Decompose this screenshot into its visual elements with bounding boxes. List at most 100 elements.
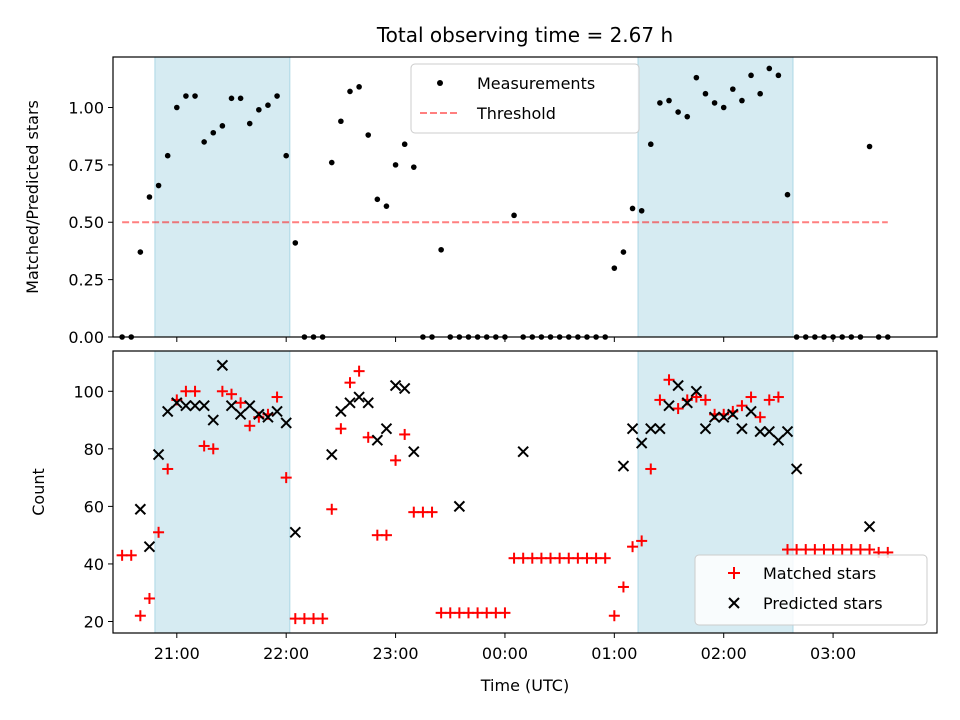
predicted-star-point [736, 422, 748, 435]
predicted-star-point [189, 399, 201, 412]
matched-star-point [672, 403, 684, 415]
measurement-point [256, 106, 262, 113]
measurement-point [383, 203, 390, 209]
legend-matched-marker [728, 567, 740, 579]
matched-star-point [663, 374, 675, 386]
y-tick-label: 40 [84, 555, 104, 574]
matched-star-point [189, 385, 201, 397]
measurement-point [775, 72, 782, 79]
predicted-star-point [681, 397, 693, 409]
x-tick-label: 02:00 [701, 644, 747, 663]
predicted-star-point [745, 405, 757, 418]
predicted-star-point [171, 397, 183, 409]
predicted-star-point [626, 422, 639, 435]
legend-threshold-label: Threshold [476, 104, 556, 123]
legend-measurements-marker [437, 80, 443, 86]
measurement-point [730, 86, 736, 92]
matched-star-point [636, 535, 648, 547]
predicted-star-point [161, 405, 174, 418]
matched-star-point [280, 472, 292, 484]
measurement-point [702, 90, 709, 97]
measurement-point [246, 120, 253, 127]
measurement-point [283, 152, 289, 159]
matched-star-point [745, 391, 757, 403]
matched-star-point [162, 463, 174, 475]
x-ticks-top [176, 337, 834, 342]
x-tick-label: 00:00 [482, 644, 528, 663]
predicted-star-point [253, 408, 265, 421]
measurement-point [174, 104, 180, 111]
y-tick-label: 20 [84, 612, 104, 631]
predicted-star-point [207, 414, 219, 426]
x-tick-label: 21:00 [154, 644, 200, 663]
x-tick-label: 01:00 [591, 644, 637, 663]
matched-star-point [645, 463, 657, 475]
matched-star-point [125, 549, 137, 561]
matched-star-point [390, 454, 402, 466]
measurement-point [748, 72, 754, 79]
predicted-star-point [699, 422, 712, 435]
matched-star-point [317, 613, 329, 625]
measurement-point [657, 100, 663, 106]
matched-star-point [617, 581, 629, 593]
predicted-star-point [335, 405, 347, 418]
x-ticks-bottom: 21:00 22:00 23:00 00:00 01:00 02:00 03:00 [154, 633, 856, 663]
bottom-panel: 20 40 60 80 100 21:00 22:00 23:00 00:00 01:00 02:… [29, 350, 938, 695]
measurement-point [237, 95, 244, 102]
matched-star-point [690, 391, 702, 403]
chart-title: Total observing time = 2.67 h [376, 23, 673, 47]
matched-star-point [271, 391, 283, 403]
predicted-star-point [708, 411, 721, 423]
matched-star-point [198, 440, 210, 452]
predicted-star-point [718, 411, 730, 423]
matched-star-point [864, 544, 876, 556]
measurement-point [265, 102, 271, 108]
measurement-point [192, 93, 198, 99]
measurement-point [365, 132, 372, 138]
measurement-point [356, 84, 362, 90]
matched-star-point [608, 610, 620, 622]
measurement-point [693, 74, 700, 81]
measurement-point [757, 90, 763, 97]
predicted-star-point [244, 399, 256, 412]
predicted-star-point [408, 446, 420, 458]
matched-star-point [335, 423, 347, 435]
predicted-star-point [635, 437, 648, 449]
measurement-point [392, 162, 399, 168]
predicted-star-point [727, 408, 739, 421]
y-tick-label: 1.00 [68, 98, 104, 117]
y-tick-label: 60 [84, 497, 104, 516]
predicted-star-point [289, 526, 302, 538]
matched-star-point [699, 394, 711, 406]
matched-star-point [134, 610, 146, 622]
predicted-star-point [362, 397, 374, 409]
legend-bottom-box [694, 554, 928, 626]
x-tick-label: 03:00 [810, 644, 856, 663]
predicted-star-point [380, 422, 393, 435]
matched-star-point [754, 411, 766, 423]
matched-star-point [380, 529, 392, 541]
measurement-point [219, 123, 226, 129]
matched-star-point [225, 388, 237, 400]
predicted-star-point [326, 448, 338, 461]
predicted-star-point [389, 379, 402, 392]
x-tick-label: 22:00 [263, 644, 309, 663]
matched-star-point [654, 394, 666, 406]
measurement-point [328, 159, 335, 166]
measurement-point [410, 164, 417, 170]
matched-star-point [153, 526, 165, 538]
predicted-star-point [790, 463, 803, 475]
y-ticks-bottom: 20 40 60 80 100 [73, 382, 113, 631]
measurement-point [155, 182, 162, 189]
matched-star-point [772, 391, 784, 403]
measurement-point [401, 141, 408, 148]
measurement-point [711, 100, 718, 106]
legend-bottom: Matched stars Predicted stars [694, 554, 928, 626]
measurement-point [511, 212, 517, 219]
measurement-point [866, 143, 873, 150]
predicted-star-point [143, 540, 156, 553]
matched-star-point [353, 365, 365, 377]
predicted-star-point [262, 411, 274, 423]
predicted-star-point [198, 399, 210, 412]
legend-top: Measurements Threshold [410, 63, 640, 134]
